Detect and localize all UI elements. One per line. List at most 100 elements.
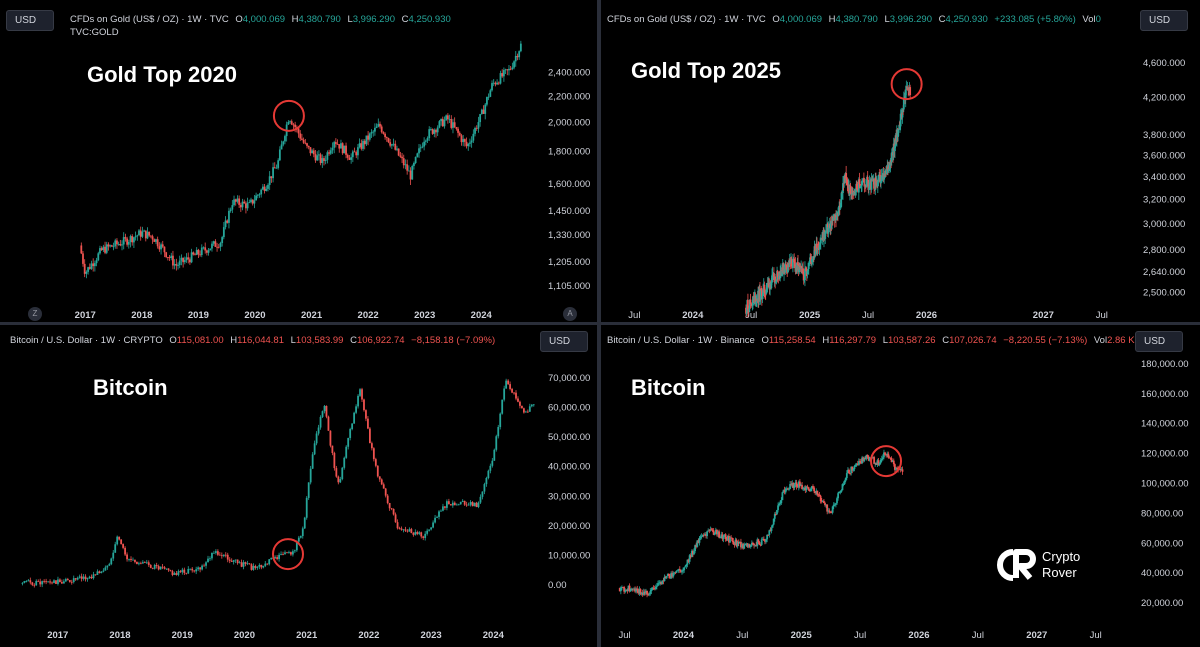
candle-body	[788, 260, 791, 267]
candle-body	[487, 96, 490, 98]
y-tick-label: 4,600.000	[1143, 58, 1185, 69]
candle-body	[124, 547, 126, 555]
candle-body	[353, 412, 356, 424]
price-chart-gold-2023-2025[interactable]: 2,500.000 2,640.000 2,800.000 3,000.000 3,20…	[601, 0, 1200, 322]
y-tick-label: 100,000.00	[1141, 479, 1189, 490]
candle-body	[146, 231, 149, 239]
candle-body	[55, 580, 57, 584]
candle-body	[666, 573, 669, 577]
candle-body	[710, 529, 713, 531]
candle-body	[772, 272, 775, 281]
candle-body	[495, 436, 498, 450]
candle-body	[745, 543, 748, 545]
candle-body	[511, 388, 513, 393]
candle-body	[816, 243, 818, 254]
currency-selector[interactable]: USD	[6, 10, 54, 31]
candle-body	[124, 237, 127, 239]
highlight-circle	[890, 68, 923, 101]
candle-body	[662, 580, 665, 582]
currency-selector[interactable]: USD	[540, 331, 588, 352]
candle-body	[384, 488, 387, 496]
candle-body	[418, 148, 420, 154]
candle-body	[112, 246, 115, 248]
candle-body	[412, 533, 415, 535]
candle-body	[355, 406, 357, 413]
candle-body	[380, 126, 383, 133]
candle-body	[861, 457, 864, 464]
candle-body	[134, 236, 137, 238]
y-tick-label: 2,000.000	[548, 118, 590, 129]
chart-panel-bitcoin-2020[interactable]: Bitcoin / U.S. Dollar · 1W · CRYPTO O115…	[0, 325, 597, 647]
candle-body	[713, 533, 716, 535]
candle-body	[903, 96, 906, 98]
candle-body	[96, 571, 99, 575]
candle-body	[725, 539, 728, 541]
candle-body	[402, 529, 405, 531]
candle-body	[679, 570, 682, 572]
candle-body	[312, 150, 315, 155]
candle-body	[497, 427, 500, 437]
candle-body	[252, 565, 255, 570]
candle-body	[748, 308, 751, 311]
zoom-toggle-button[interactable]: Z	[28, 307, 42, 321]
candle-body	[783, 489, 786, 493]
candle-body	[517, 398, 519, 402]
candle-body	[784, 264, 787, 273]
candle-body	[831, 506, 834, 513]
candle-body	[420, 532, 423, 537]
candle-body	[722, 535, 725, 540]
candle-body	[821, 238, 823, 240]
candle-body	[355, 152, 358, 156]
candle-body	[134, 559, 136, 562]
open-value: 115,081.00	[176, 335, 224, 346]
panel-divider-horizontal[interactable]	[0, 322, 1200, 325]
candle-body	[469, 502, 472, 505]
chart-panel-gold-2025[interactable]: CFDs on Gold (US$ / OZ) · 1W · TVC O4,00…	[601, 0, 1200, 322]
chart-panel-bitcoin-2025[interactable]: Bitcoin / U.S. Dollar · 1W · Binance O11…	[601, 325, 1200, 647]
candle-body	[687, 559, 690, 562]
candle-body	[640, 592, 643, 595]
candle-body	[875, 180, 878, 185]
candle-body	[110, 245, 113, 247]
auto-scale-button[interactable]: A	[563, 307, 577, 321]
candle-body	[329, 150, 332, 154]
candle-body	[228, 559, 231, 561]
price-chart-gold-2017-2024[interactable]: 1,105.000 1,205.000 1,330.000 1,450.000 1,60…	[0, 0, 597, 322]
currency-selector[interactable]: USD	[1140, 10, 1188, 31]
candle-body	[857, 461, 860, 466]
candle-body	[347, 437, 350, 447]
candle-body	[641, 592, 644, 595]
volume-label: Vol	[1082, 14, 1096, 25]
candle-body	[772, 518, 775, 525]
candle-body	[163, 567, 166, 569]
candle-body	[878, 175, 881, 176]
x-tick-label: 2022	[358, 630, 379, 641]
candle-body	[831, 216, 834, 221]
chart-panel-gold-2020[interactable]: USD CFDs on Gold (US$ / OZ) · 1W · TVC O…	[0, 0, 597, 322]
candle-body	[630, 588, 633, 591]
low-label: L	[290, 335, 296, 346]
candle-body	[649, 591, 652, 594]
price-chart-bitcoin-2017-2024[interactable]: 0.00 10,000.00 20,000.00 30,000.00 40,000.00…	[0, 325, 597, 647]
candle-body	[852, 193, 855, 195]
candle-body	[815, 243, 818, 251]
x-tick-label: Jul	[745, 310, 757, 321]
candle-body	[741, 544, 743, 548]
candle-body	[245, 203, 247, 209]
candle-body	[224, 554, 227, 556]
y-tick-label: 1,450.000	[548, 206, 590, 217]
symbol-title: Bitcoin / U.S. Dollar · 1W · Binance	[607, 335, 755, 346]
candle-body	[810, 486, 813, 489]
candle-body	[766, 287, 768, 290]
candle-body	[483, 484, 486, 492]
candle-body	[290, 552, 292, 555]
candle-body	[796, 486, 799, 488]
close-label: C	[401, 14, 409, 25]
price-chart-bitcoin-2023-2025[interactable]: 20,000.00 40,000.00 60,000.00 80,000.00 100,…	[601, 325, 1200, 647]
currency-selector[interactable]: USD	[1135, 331, 1183, 352]
candle-body	[796, 262, 799, 270]
candle-body	[436, 127, 439, 133]
candle-body	[487, 470, 490, 478]
candle-body	[853, 465, 856, 470]
candle-body	[177, 265, 179, 266]
